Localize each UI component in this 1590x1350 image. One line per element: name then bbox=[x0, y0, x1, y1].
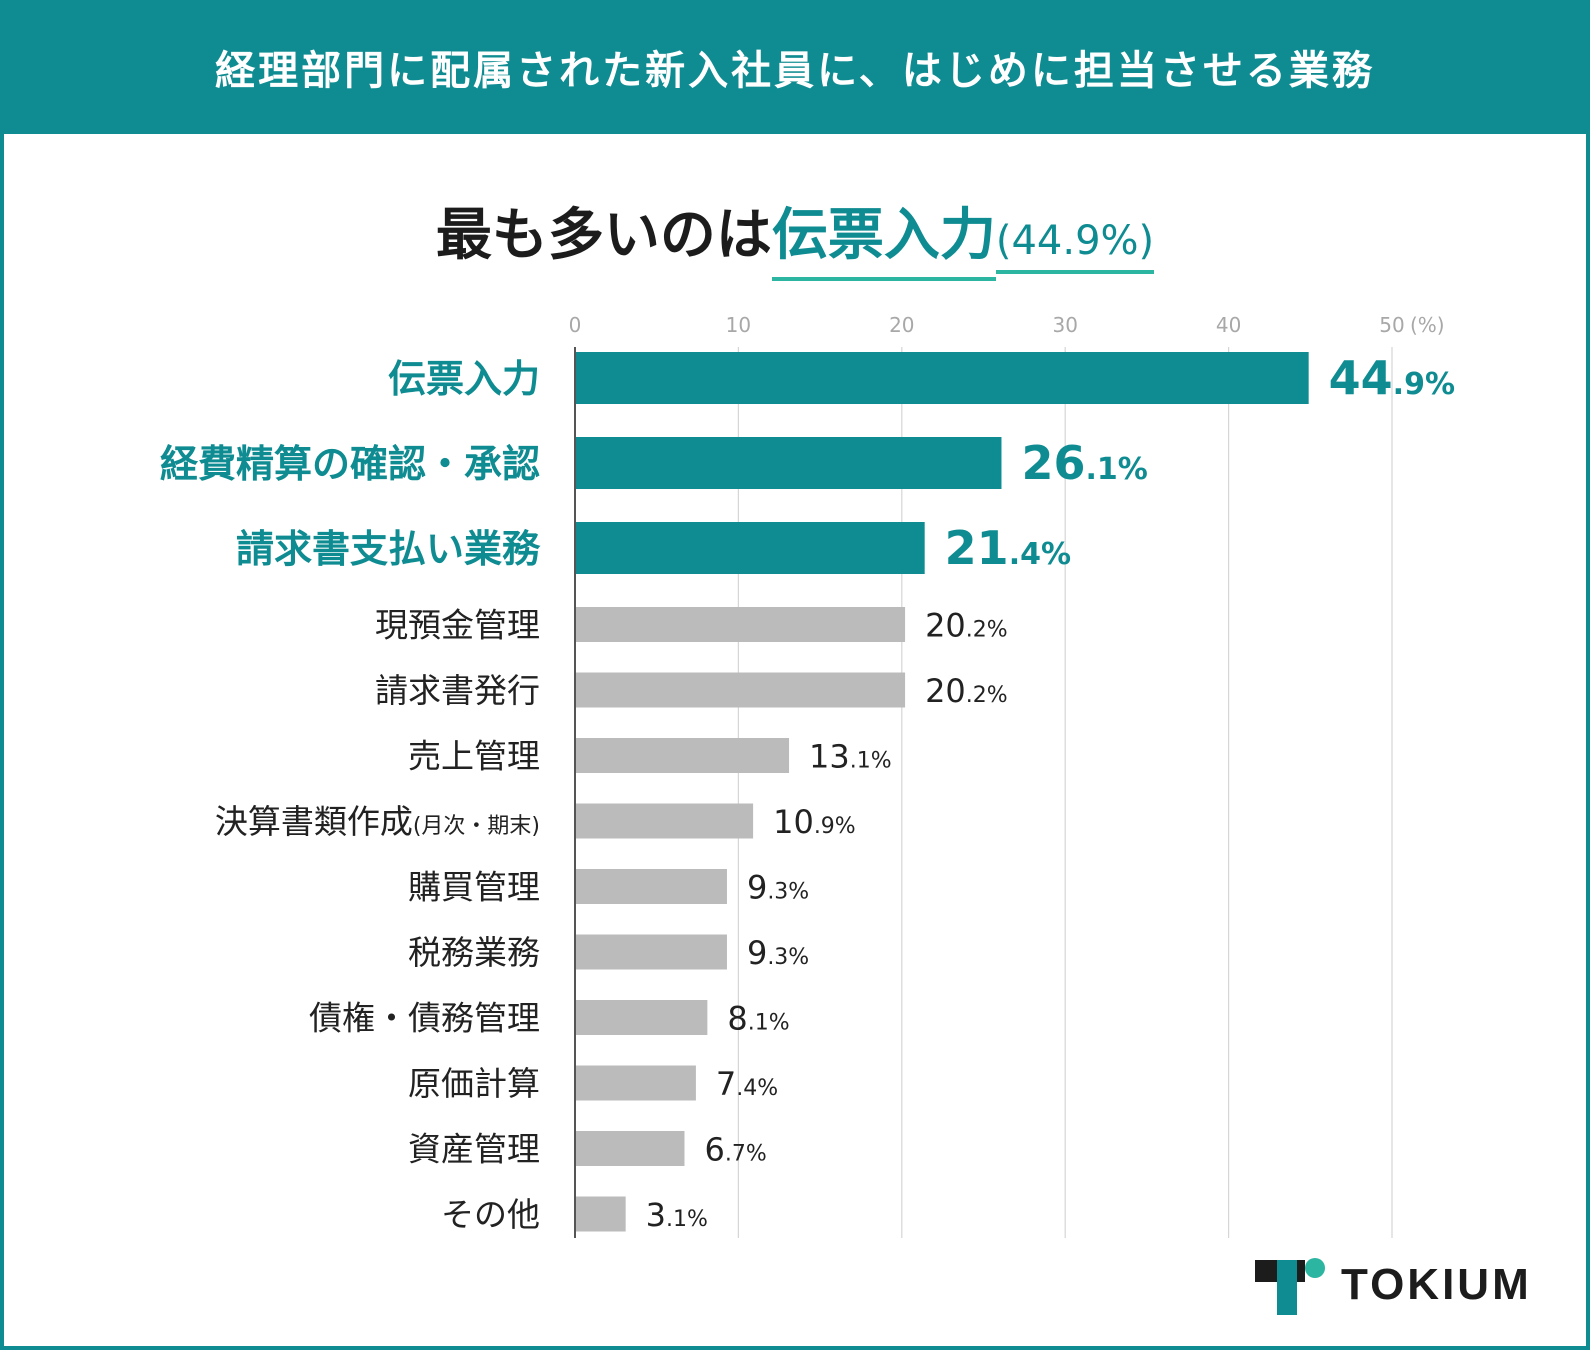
category-label: 売上管理 bbox=[408, 737, 540, 776]
bar bbox=[575, 1131, 685, 1166]
tokium-logo: TOKIUM bbox=[1255, 1255, 1532, 1315]
value-label: 20.2% bbox=[925, 607, 1008, 645]
bar bbox=[575, 1065, 696, 1101]
bar bbox=[575, 352, 1309, 404]
headline-value: (44.9%) bbox=[995, 218, 1155, 274]
value-label: 9.3% bbox=[747, 869, 809, 907]
value-label: 10.9% bbox=[773, 803, 856, 841]
tick-label: 30 bbox=[1052, 313, 1077, 337]
banner: 経理部門に配属された新入社員に、はじめに担当させる業務 bbox=[0, 0, 1590, 134]
bar bbox=[575, 522, 925, 574]
category-label: 決算書類作成(月次・期末) bbox=[215, 802, 540, 841]
tokium-logo-icon bbox=[1255, 1255, 1325, 1315]
value-label: 9.3% bbox=[747, 934, 809, 972]
category-label: 請求書支払い業務 bbox=[236, 527, 541, 571]
bar bbox=[575, 672, 906, 708]
banner-title: 経理部門に配属された新入社員に、はじめに担当させる業務 bbox=[215, 48, 1375, 94]
value-label: 8.1% bbox=[727, 1000, 789, 1038]
bar bbox=[575, 934, 727, 970]
category-label: 資産管理 bbox=[408, 1130, 540, 1169]
category-label: 経費精算の確認・承認 bbox=[160, 442, 540, 486]
tick-label: 0 bbox=[569, 313, 582, 337]
axis-unit-label: (%) bbox=[1410, 313, 1445, 337]
value-label: 21.4% bbox=[945, 521, 1071, 575]
category-label: 請求書発行 bbox=[375, 671, 540, 710]
headline-prefix: 最も多いのは bbox=[435, 203, 772, 268]
tick-label: 20 bbox=[889, 313, 914, 337]
logo-text: TOKIUM bbox=[1341, 1260, 1532, 1309]
headline: 最も多いのは伝票入力(44.9%) bbox=[0, 190, 1590, 281]
value-label: 20.2% bbox=[925, 672, 1008, 710]
bar bbox=[575, 869, 727, 904]
bar bbox=[575, 803, 754, 839]
bar bbox=[575, 738, 790, 773]
value-label: 26.1% bbox=[1021, 436, 1147, 490]
bar bbox=[575, 1196, 626, 1232]
bar bbox=[575, 437, 1002, 489]
value-label: 3.1% bbox=[646, 1196, 708, 1234]
tick-label: 40 bbox=[1216, 313, 1241, 337]
bar bbox=[575, 1000, 708, 1035]
value-label: 44.9% bbox=[1329, 351, 1455, 405]
category-label: 税務業務 bbox=[408, 933, 540, 972]
category-label: 伝票入力 bbox=[388, 357, 540, 401]
value-label: 6.7% bbox=[704, 1131, 766, 1169]
category-label: 現預金管理 bbox=[375, 606, 540, 645]
category-label: その他 bbox=[441, 1195, 540, 1234]
bar bbox=[575, 607, 906, 642]
category-label: 購買管理 bbox=[408, 868, 540, 907]
category-label: 債権・債務管理 bbox=[309, 999, 540, 1038]
tick-label: 50 bbox=[1379, 313, 1404, 337]
value-label: 13.1% bbox=[809, 738, 892, 776]
headline-highlight: 伝票入力 bbox=[771, 190, 996, 281]
tick-label: 10 bbox=[726, 313, 751, 337]
category-label: 原価計算 bbox=[408, 1064, 540, 1103]
value-label: 7.4% bbox=[716, 1065, 778, 1103]
